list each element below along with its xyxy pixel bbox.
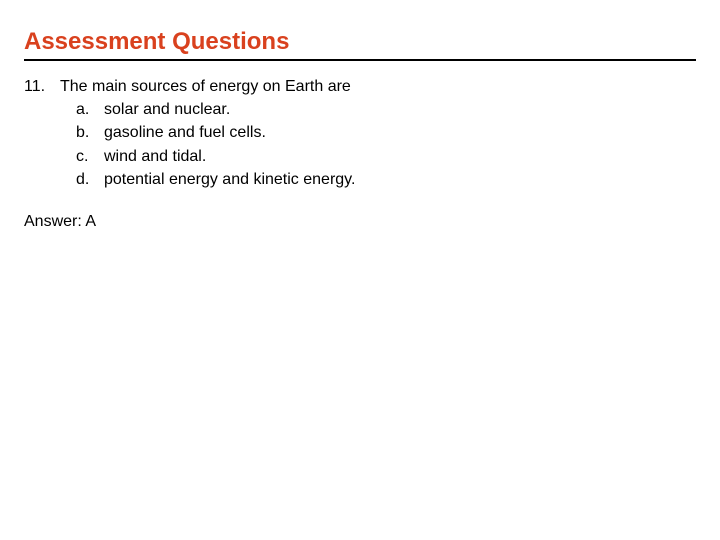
- option-row: c. wind and tidal.: [76, 145, 696, 168]
- option-text: gasoline and fuel cells.: [104, 121, 696, 144]
- option-row: d. potential energy and kinetic energy.: [76, 168, 696, 191]
- answer-line: Answer: A: [24, 213, 696, 231]
- option-text: potential energy and kinetic energy.: [104, 168, 696, 191]
- options-list: a. solar and nuclear. b. gasoline and fu…: [76, 98, 696, 191]
- option-row: a. solar and nuclear.: [76, 98, 696, 121]
- option-text: wind and tidal.: [104, 145, 696, 168]
- question-stem: The main sources of energy on Earth are: [60, 75, 696, 98]
- option-row: b. gasoline and fuel cells.: [76, 121, 696, 144]
- section-heading: Assessment Questions: [24, 28, 696, 61]
- option-text: solar and nuclear.: [104, 98, 696, 121]
- option-letter: c.: [76, 145, 104, 168]
- question-row: 11. The main sources of energy on Earth …: [24, 75, 696, 98]
- option-letter: a.: [76, 98, 104, 121]
- option-letter: d.: [76, 168, 104, 191]
- option-letter: b.: [76, 121, 104, 144]
- question-block: 11. The main sources of energy on Earth …: [24, 75, 696, 191]
- question-number: 11.: [24, 75, 60, 98]
